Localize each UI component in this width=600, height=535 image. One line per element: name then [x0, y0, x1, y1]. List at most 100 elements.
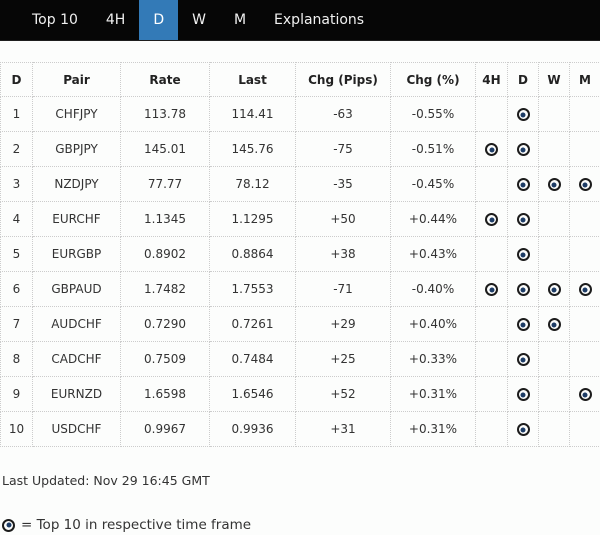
pair-cell: CHFJPY — [32, 96, 121, 132]
rate-cell: 1.7482 — [120, 271, 210, 307]
bullseye-icon — [516, 178, 530, 191]
col-header-frame-w: W — [538, 62, 570, 97]
tab-m[interactable]: M — [233, 12, 247, 28]
table-row: 2 GBPJPY 145.01 145.76 -75 -0.51% — [0, 131, 600, 167]
tab-top-10[interactable]: Top 10 — [32, 12, 78, 28]
table-row: 3 NZDJPY 77.77 78.12 -35 -0.45% — [0, 166, 600, 202]
rate-cell: 1.1345 — [120, 201, 210, 237]
tab-4h[interactable]: 4H — [105, 12, 126, 28]
frame-d-cell — [507, 131, 539, 167]
frame-m-cell — [569, 201, 600, 237]
frame-4h-cell — [475, 341, 508, 377]
bullseye-icon — [516, 388, 530, 401]
bullseye-icon — [516, 353, 530, 366]
rank-cell: 5 — [0, 236, 33, 272]
frame-m-cell — [569, 166, 600, 202]
last-cell: 78.12 — [209, 166, 296, 202]
chg-pct-cell: +0.31% — [390, 411, 476, 447]
chg-pct-cell: -0.55% — [390, 96, 476, 132]
frame-d-cell — [507, 201, 539, 237]
last-cell: 1.6546 — [209, 376, 296, 412]
bullseye-icon — [485, 213, 498, 226]
tab-explanations[interactable]: Explanations — [274, 12, 365, 28]
bullseye-icon — [516, 248, 530, 261]
pair-cell: NZDJPY — [32, 166, 121, 202]
rank-cell: 1 — [0, 96, 33, 132]
chg-pct-cell: +0.40% — [390, 306, 476, 342]
frame-d-cell — [507, 96, 539, 132]
bullseye-icon — [516, 143, 530, 156]
frame-d-cell — [507, 306, 539, 342]
pair-cell: GBPAUD — [32, 271, 121, 307]
frame-4h-cell — [475, 376, 508, 412]
frame-w-cell — [538, 131, 570, 167]
frame-4h-cell — [475, 201, 508, 237]
last-cell: 0.9936 — [209, 411, 296, 447]
col-header-chg-pct: Chg (%) — [390, 62, 476, 97]
pair-cell: CADCHF — [32, 341, 121, 377]
frame-m-cell — [569, 271, 600, 307]
frame-w-cell — [538, 376, 570, 412]
frame-4h-cell — [475, 411, 508, 447]
rate-cell: 145.01 — [120, 131, 210, 167]
frame-d-cell — [507, 411, 539, 447]
chg-pips-cell: +38 — [295, 236, 391, 272]
chg-pct-cell: +0.43% — [390, 236, 476, 272]
tabs-container: Top 10 4H D W M Explanations — [18, 0, 378, 40]
rate-cell: 0.8902 — [120, 236, 210, 272]
last-cell: 0.7484 — [209, 341, 296, 377]
pairs-table-body: 1 CHFJPY 113.78 114.41 -63 -0.55% 2 GBPJPY 145.0… — [0, 96, 600, 447]
table-row: 4 EURCHF 1.1345 1.1295 +50 +0.44% — [0, 201, 600, 237]
pair-cell: AUDCHF — [32, 306, 121, 342]
frame-w-cell — [538, 271, 570, 307]
frame-d-cell — [507, 166, 539, 202]
chg-pct-cell: -0.51% — [390, 131, 476, 167]
frame-w-cell — [538, 306, 570, 342]
pair-cell: USDCHF — [32, 411, 121, 447]
frame-4h-cell — [475, 306, 508, 342]
frame-4h-cell — [475, 96, 508, 132]
rank-cell: 4 — [0, 201, 33, 237]
frame-4h-cell — [475, 236, 508, 272]
rank-cell: 2 — [0, 131, 33, 167]
chg-pips-cell: +50 — [295, 201, 391, 237]
table-row: 5 EURGBP 0.8902 0.8864 +38 +0.43% — [0, 236, 600, 272]
frame-w-cell — [538, 411, 570, 447]
tab-d[interactable]: D — [139, 0, 179, 40]
tab-w[interactable]: W — [192, 12, 206, 28]
table-header-row: D Pair Rate Last Chg (Pips) Chg (%) 4H D W M — [0, 62, 600, 97]
timeframe-navbar: Top 10 4H D W M Explanations — [0, 0, 600, 41]
frame-m-cell — [569, 236, 600, 272]
col-header-rate: Rate — [120, 62, 210, 97]
last-updated-text: Last Updated: Nov 29 16:45 GMT — [2, 473, 210, 488]
last-cell: 1.7553 — [209, 271, 296, 307]
chg-pips-cell: +25 — [295, 341, 391, 377]
rate-cell: 0.7290 — [120, 306, 210, 342]
last-cell: 0.7261 — [209, 306, 296, 342]
frame-w-cell — [538, 96, 570, 132]
pair-cell: EURNZD — [32, 376, 121, 412]
rank-cell: 7 — [0, 306, 33, 342]
rank-cell: 6 — [0, 271, 33, 307]
chg-pct-cell: -0.40% — [390, 271, 476, 307]
last-cell: 1.1295 — [209, 201, 296, 237]
chg-pct-cell: +0.31% — [390, 376, 476, 412]
col-header-frame-d: D — [507, 62, 539, 97]
bullseye-icon — [578, 388, 592, 401]
bullseye-icon — [578, 283, 592, 296]
bullseye-icon — [516, 108, 530, 121]
legend: = Top 10 in respective time frame — [0, 517, 600, 533]
frame-4h-cell — [475, 166, 508, 202]
bullseye-icon — [516, 283, 530, 296]
rank-cell: 9 — [0, 376, 33, 412]
chg-pips-cell: -63 — [295, 96, 391, 132]
frame-d-cell — [507, 341, 539, 377]
top10-table: D Pair Rate Last Chg (Pips) Chg (%) 4H D W M 1 CHF… — [0, 62, 600, 447]
rate-cell: 1.6598 — [120, 376, 210, 412]
col-header-frame-m: M — [569, 62, 600, 97]
chg-pct-cell: +0.44% — [390, 201, 476, 237]
rate-cell: 113.78 — [120, 96, 210, 132]
chg-pips-cell: +31 — [295, 411, 391, 447]
bullseye-icon — [2, 518, 15, 532]
rank-cell: 10 — [0, 411, 33, 447]
